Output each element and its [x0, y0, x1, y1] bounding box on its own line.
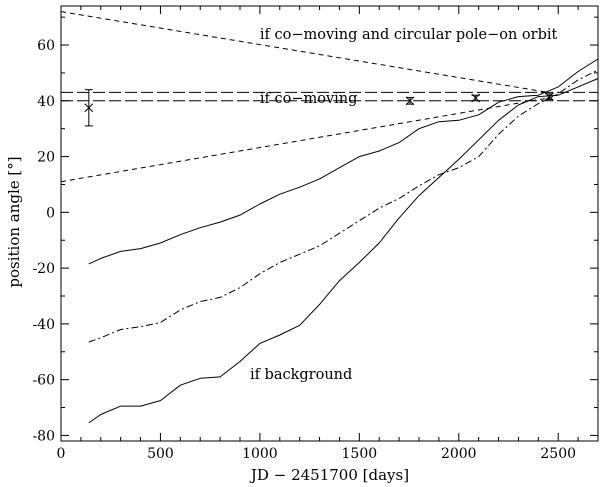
data-point-3	[544, 92, 554, 101]
y-axis-ticks: -80 -60 -40 -20 0 20 40 60	[32, 16, 598, 444]
annotation-2: if background	[250, 367, 352, 383]
y-tick-label: 20	[37, 150, 55, 166]
annotation-1: if co−moving	[260, 91, 358, 107]
x-axis-title: JD − 2451700 [days]	[249, 466, 409, 484]
x-tick-label: 1000	[242, 446, 278, 462]
annotations-layer: if co−moving and circular pole−on orbit i…	[250, 27, 558, 383]
marker-x-b	[471, 93, 481, 103]
y-tick-label: -40	[32, 317, 55, 333]
x-tick-label: 500	[147, 446, 174, 462]
y-tick-label: 40	[37, 94, 55, 110]
x-tick-label: 1500	[342, 446, 378, 462]
y-tick-label: 60	[37, 38, 55, 54]
plot-frame	[60, 5, 599, 442]
series-layer	[60, 11, 599, 424]
data-point-2	[471, 93, 481, 103]
marker-x-b	[405, 96, 415, 106]
plot-border	[60, 5, 599, 442]
annotation-0: if co−moving and circular pole−on orbit	[260, 27, 558, 43]
y-tick-label: -20	[32, 261, 55, 277]
y-tick-label: -60	[32, 373, 55, 389]
x-tick-label: 2500	[540, 446, 576, 462]
x-tick-label: 0	[57, 446, 66, 462]
x-axis-ticks: 0 500 1000 1500 2000 2500	[57, 6, 579, 462]
y-tick-label: -80	[32, 428, 55, 444]
series-line-solid-6	[88, 78, 599, 424]
y-axis-title: position angle [°]	[5, 156, 23, 287]
x-tick-label: 2000	[441, 446, 477, 462]
data-points-layer	[84, 89, 554, 127]
marker-x-b	[544, 92, 554, 101]
marker-x-b	[84, 103, 94, 113]
y-tick-label: 0	[46, 205, 55, 221]
data-point-1	[405, 96, 415, 106]
data-point-0	[84, 89, 94, 127]
series-line-solid-4	[88, 58, 599, 265]
series-line-short-dash-2	[60, 11, 549, 93]
series-line-dash-dot-5	[88, 69, 599, 343]
series-line-short-dash-3	[60, 97, 549, 183]
